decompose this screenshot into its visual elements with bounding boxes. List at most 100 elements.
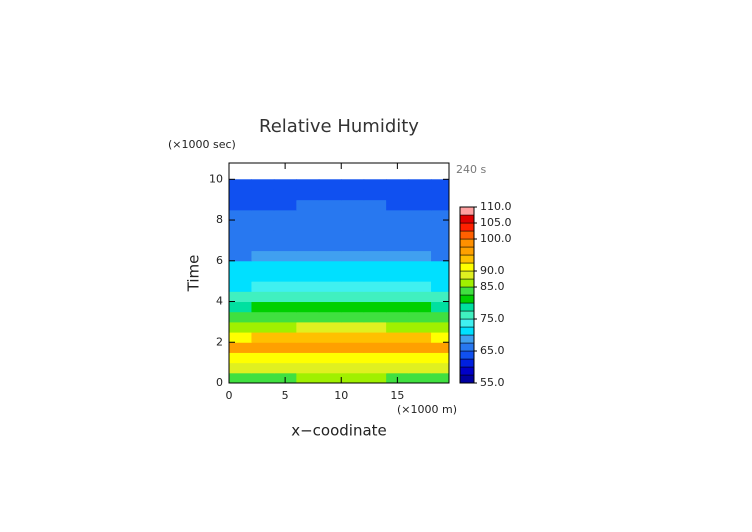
cell xyxy=(318,179,342,190)
cell xyxy=(408,291,432,303)
cell xyxy=(229,240,252,252)
cell xyxy=(251,332,275,343)
cell xyxy=(386,342,410,353)
heatmap xyxy=(229,179,449,383)
cell xyxy=(386,230,410,241)
colorbar-swatch xyxy=(459,278,475,288)
cell xyxy=(363,250,387,262)
y-tick-label: 8 xyxy=(216,213,223,226)
colorbar-swatch xyxy=(459,270,475,280)
cell xyxy=(408,372,432,383)
cell xyxy=(363,342,387,353)
cell xyxy=(431,281,449,292)
y-tick-label: 2 xyxy=(216,335,223,348)
cell xyxy=(408,179,432,190)
cell xyxy=(386,362,410,374)
cell xyxy=(318,270,342,282)
colorbar-swatch xyxy=(459,206,475,216)
cell xyxy=(431,199,449,211)
cell xyxy=(296,281,320,292)
cell xyxy=(363,270,387,282)
cell xyxy=(363,209,387,221)
cell xyxy=(229,332,252,343)
colorbar-swatch xyxy=(459,310,475,320)
cell xyxy=(386,332,410,343)
cell xyxy=(408,270,432,282)
cell xyxy=(341,352,365,364)
cell xyxy=(408,260,432,272)
cell xyxy=(229,372,252,383)
cell xyxy=(386,250,410,262)
cell xyxy=(229,362,252,374)
cell xyxy=(431,209,449,221)
cell xyxy=(229,260,252,272)
cell xyxy=(363,321,387,333)
cell xyxy=(386,311,410,323)
cell xyxy=(318,362,342,374)
colorbar-swatch xyxy=(459,342,475,352)
cell xyxy=(229,311,252,323)
cell xyxy=(273,281,297,292)
cell xyxy=(251,352,275,364)
cell xyxy=(273,311,297,323)
cell xyxy=(341,240,365,252)
cell xyxy=(431,301,449,313)
cell xyxy=(229,270,252,282)
cell xyxy=(341,321,365,333)
colorbar-swatch xyxy=(459,238,475,248)
cell xyxy=(341,220,365,231)
cell xyxy=(386,260,410,272)
cell xyxy=(363,220,387,231)
cell xyxy=(363,372,387,383)
cell xyxy=(229,301,252,313)
cell xyxy=(408,199,432,211)
y-unit: (×1000 sec) xyxy=(168,138,236,151)
cell xyxy=(229,199,252,211)
y-tick-label: 10 xyxy=(209,172,223,185)
x-unit: (×1000 m) xyxy=(397,403,457,416)
cell xyxy=(229,220,252,231)
cell xyxy=(341,372,365,383)
cell xyxy=(318,281,342,292)
cell xyxy=(273,332,297,343)
cell xyxy=(408,189,432,201)
cell xyxy=(318,372,342,383)
cell xyxy=(318,321,342,333)
colorbar-swatch xyxy=(459,358,475,368)
cell xyxy=(273,362,297,374)
x-axis-label: x−coodinate xyxy=(291,422,387,440)
colorbar-swatch xyxy=(459,366,475,376)
cell xyxy=(431,179,449,190)
cell xyxy=(318,352,342,364)
colorbar-swatch xyxy=(459,262,475,272)
cell xyxy=(431,362,449,374)
cell xyxy=(318,332,342,343)
cell xyxy=(296,220,320,231)
cell xyxy=(229,342,252,353)
cell xyxy=(318,291,342,303)
cell xyxy=(341,250,365,262)
colorbar-swatch xyxy=(459,302,475,312)
colorbar-swatch xyxy=(459,294,475,304)
cell xyxy=(318,250,342,262)
cell xyxy=(431,372,449,383)
cell xyxy=(408,342,432,353)
cell xyxy=(431,352,449,364)
cell xyxy=(273,199,297,211)
colorbar-swatch xyxy=(459,230,475,240)
x-tick-label: 15 xyxy=(390,389,404,402)
cell xyxy=(386,189,410,201)
colorbar-tick-label: 65.0 xyxy=(480,344,505,357)
cell xyxy=(273,321,297,333)
colorbar-tick-label: 55.0 xyxy=(480,376,505,389)
cell xyxy=(341,281,365,292)
cell xyxy=(363,230,387,241)
colorbar-tick-label: 75.0 xyxy=(480,312,505,325)
cell xyxy=(386,199,410,211)
cell xyxy=(273,250,297,262)
cell xyxy=(408,332,432,343)
colorbar-swatch xyxy=(459,222,475,232)
cell xyxy=(431,270,449,282)
y-tick-label: 6 xyxy=(216,254,223,267)
x-tick-label: 5 xyxy=(282,389,289,402)
